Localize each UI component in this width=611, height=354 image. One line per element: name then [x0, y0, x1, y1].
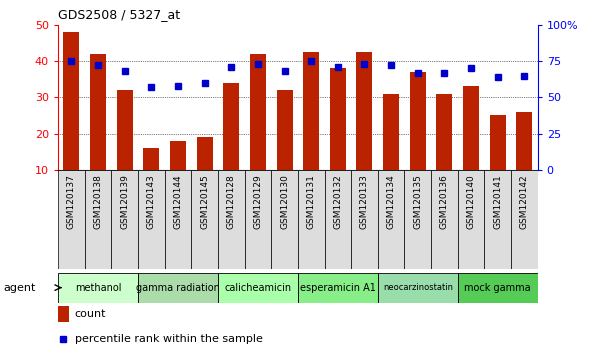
Bar: [404, 170, 431, 269]
Bar: [303, 52, 319, 170]
Text: GSM120140: GSM120140: [467, 174, 475, 229]
Bar: [250, 54, 266, 170]
Bar: [431, 170, 458, 269]
Text: calicheamicin: calicheamicin: [224, 282, 291, 293]
Bar: [170, 141, 186, 170]
Bar: [223, 83, 240, 170]
Bar: [489, 115, 506, 170]
Text: GSM120134: GSM120134: [387, 174, 396, 229]
Bar: [90, 54, 106, 170]
Text: GSM120144: GSM120144: [174, 174, 183, 229]
Text: GSM120137: GSM120137: [67, 174, 76, 229]
Text: count: count: [75, 309, 106, 319]
Text: mock gamma: mock gamma: [464, 282, 531, 293]
Bar: [378, 170, 404, 269]
Bar: [111, 170, 138, 269]
Bar: [485, 170, 511, 269]
Bar: [244, 170, 271, 269]
Bar: [356, 52, 373, 170]
Text: GSM120139: GSM120139: [120, 174, 129, 229]
Bar: [85, 170, 111, 269]
Bar: [351, 170, 378, 269]
Text: GSM120132: GSM120132: [334, 174, 342, 229]
Bar: [516, 112, 532, 170]
Bar: [298, 170, 324, 269]
Text: esperamicin A1: esperamicin A1: [300, 282, 376, 293]
Text: GSM120129: GSM120129: [254, 174, 262, 229]
Bar: [511, 170, 538, 269]
Bar: [378, 273, 458, 303]
Text: GDS2508 / 5327_at: GDS2508 / 5327_at: [58, 8, 180, 21]
Bar: [144, 148, 159, 170]
Text: GSM120141: GSM120141: [493, 174, 502, 229]
Text: percentile rank within the sample: percentile rank within the sample: [75, 335, 263, 344]
Bar: [138, 273, 218, 303]
Bar: [410, 72, 426, 170]
Bar: [58, 306, 68, 322]
Bar: [277, 90, 293, 170]
Bar: [218, 170, 244, 269]
Text: GSM120131: GSM120131: [307, 174, 316, 229]
Text: gamma radiation: gamma radiation: [136, 282, 220, 293]
Text: methanol: methanol: [75, 282, 121, 293]
Text: GSM120145: GSM120145: [200, 174, 209, 229]
Bar: [463, 86, 479, 170]
Text: GSM120135: GSM120135: [413, 174, 422, 229]
Text: GSM120138: GSM120138: [93, 174, 103, 229]
Bar: [458, 170, 485, 269]
Text: GSM120128: GSM120128: [227, 174, 236, 229]
Text: GSM120133: GSM120133: [360, 174, 369, 229]
Bar: [218, 273, 298, 303]
Bar: [330, 68, 346, 170]
Bar: [271, 170, 298, 269]
Bar: [197, 137, 213, 170]
Bar: [191, 170, 218, 269]
Bar: [138, 170, 164, 269]
Text: neocarzinostatin: neocarzinostatin: [382, 283, 453, 292]
Text: GSM120136: GSM120136: [440, 174, 449, 229]
Bar: [436, 94, 452, 170]
Bar: [458, 273, 538, 303]
Bar: [117, 90, 133, 170]
Bar: [164, 170, 191, 269]
Bar: [64, 32, 79, 170]
Bar: [324, 170, 351, 269]
Text: GSM120142: GSM120142: [520, 174, 529, 229]
Text: GSM120143: GSM120143: [147, 174, 156, 229]
Bar: [383, 94, 399, 170]
Bar: [58, 170, 85, 269]
Bar: [298, 273, 378, 303]
Bar: [58, 273, 138, 303]
Text: agent: agent: [3, 282, 35, 293]
Text: GSM120130: GSM120130: [280, 174, 289, 229]
